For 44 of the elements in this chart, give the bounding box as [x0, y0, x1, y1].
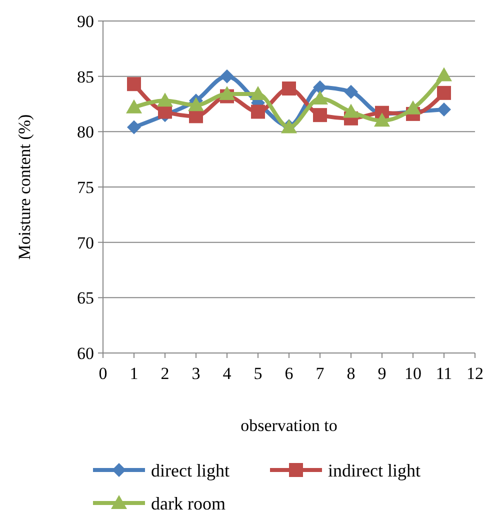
legend-label: dark room — [151, 493, 226, 514]
x-tick-label: 1 — [130, 364, 138, 383]
point — [437, 86, 451, 100]
x-tick-label: 12 — [466, 364, 484, 383]
point — [219, 86, 235, 100]
legend-label: indirect light — [328, 460, 420, 480]
point — [282, 82, 296, 96]
point — [436, 67, 452, 82]
point — [344, 84, 358, 99]
point — [251, 104, 265, 119]
y-axis-title: Moisture content (%) — [15, 114, 34, 260]
x-tick-label: 4 — [222, 364, 232, 383]
point — [126, 99, 142, 114]
x-tick-label: 8 — [346, 364, 356, 383]
point — [312, 90, 328, 104]
y-tick-label: 70 — [77, 233, 94, 252]
x-tick-label: 6 — [284, 364, 294, 383]
x-tick-label: 7 — [316, 364, 325, 383]
x-tick-label: 0 — [98, 364, 108, 383]
point — [157, 92, 173, 107]
x-tick-label: 9 — [378, 364, 386, 383]
y-tick-label: 75 — [77, 178, 94, 197]
legend-label: direct light — [151, 460, 230, 480]
x-tick-label: 11 — [436, 364, 452, 383]
point — [374, 112, 390, 127]
point — [127, 77, 141, 92]
x-axis-title: observation to — [240, 416, 338, 435]
x-tick-label: 5 — [254, 364, 262, 383]
y-tick-label: 85 — [77, 67, 94, 86]
y-tick-label: 60 — [77, 344, 94, 363]
point — [343, 104, 359, 118]
point — [188, 97, 204, 112]
x-tick-label: 3 — [192, 364, 200, 383]
point — [313, 108, 327, 122]
x-tick-label: 2 — [160, 364, 170, 383]
point — [313, 80, 327, 94]
y-tick-label: 90 — [77, 12, 94, 31]
point — [127, 120, 141, 134]
y-tick-label: 65 — [77, 288, 94, 308]
point — [220, 69, 234, 84]
x-tick-label: 10 — [404, 364, 422, 383]
y-tick-label: 80 — [77, 122, 94, 142]
point — [250, 86, 266, 100]
point — [437, 102, 451, 117]
